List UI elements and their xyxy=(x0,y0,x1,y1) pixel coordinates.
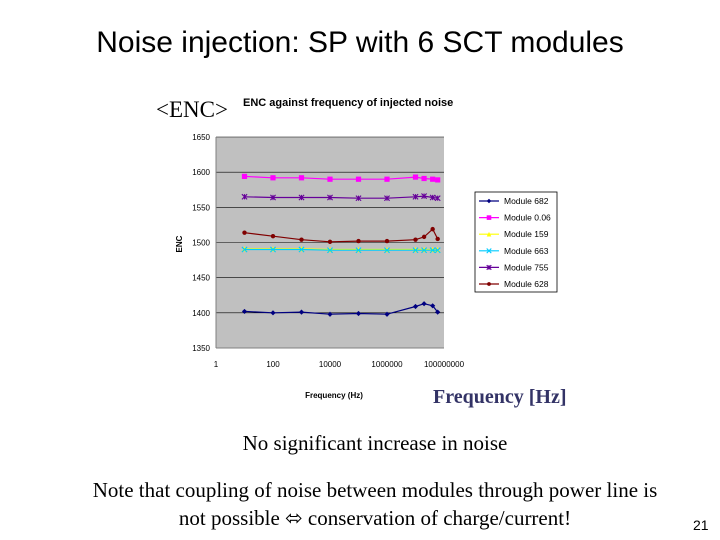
data-point xyxy=(486,198,492,204)
y-tick-label: 1650 xyxy=(192,133,210,142)
data-point xyxy=(384,247,390,254)
data-point xyxy=(486,264,492,271)
coupling-note-line1: Note that coupling of noise between modu… xyxy=(92,478,658,502)
data-point xyxy=(384,195,390,202)
data-point xyxy=(384,238,390,244)
data-point xyxy=(242,230,247,235)
data-point xyxy=(299,237,304,242)
data-point xyxy=(270,246,276,253)
page-number: 21 xyxy=(693,517,709,533)
legend-label: Module 159 xyxy=(504,229,549,239)
data-point xyxy=(435,309,441,315)
series-line xyxy=(244,303,439,315)
data-point xyxy=(430,226,435,232)
data-point xyxy=(430,176,436,182)
data-point xyxy=(434,247,441,254)
data-point xyxy=(429,194,436,201)
x-tick-label: 1 xyxy=(214,360,219,369)
x-axis-title: Frequency (Hz) xyxy=(305,391,363,400)
legend-label: Module 0.06 xyxy=(504,213,551,223)
y-tick-label: 1500 xyxy=(192,239,210,248)
data-point xyxy=(434,195,441,202)
data-point xyxy=(412,247,419,254)
data-point xyxy=(355,310,362,317)
data-point xyxy=(486,215,492,220)
legend-label: Module 663 xyxy=(504,246,549,256)
data-point xyxy=(241,308,248,315)
data-point xyxy=(487,282,491,286)
data-point xyxy=(327,239,333,244)
data-point xyxy=(429,247,436,254)
data-point xyxy=(435,177,441,183)
x-tick-label: 10000 xyxy=(319,360,342,369)
data-point xyxy=(241,193,248,200)
data-point xyxy=(327,247,333,254)
series-line xyxy=(244,175,438,181)
data-point xyxy=(298,194,305,201)
y-tick-label: 1450 xyxy=(192,274,210,283)
series-line xyxy=(244,248,438,251)
x-tick-label: 100000000 xyxy=(424,360,465,369)
data-point xyxy=(421,193,428,200)
data-point xyxy=(412,303,419,310)
x-tick-label: 100 xyxy=(266,360,280,369)
data-point xyxy=(384,176,390,182)
data-point xyxy=(421,175,427,182)
data-point xyxy=(298,246,305,253)
series-line xyxy=(244,228,439,243)
chart-title: ENC against frequency of injected noise xyxy=(243,97,453,109)
data-point xyxy=(270,233,276,239)
data-point xyxy=(421,234,427,240)
frequency-axis-label: Frequency [Hz] xyxy=(433,386,567,408)
y-tick-label: 1550 xyxy=(192,203,210,212)
y-axis-title: ENC xyxy=(175,235,184,252)
noise-conclusion: No significant increase in noise xyxy=(242,431,508,455)
data-point xyxy=(270,310,276,316)
y-tick-label: 1400 xyxy=(192,309,210,318)
data-point xyxy=(421,301,427,307)
data-point xyxy=(486,231,492,237)
data-point xyxy=(435,236,440,242)
coupling-note-line2: not possible ⬄ conservation of charge/cu… xyxy=(178,506,572,530)
enc-axis-label: <ENC> xyxy=(156,97,228,122)
data-point xyxy=(327,194,333,201)
series-line xyxy=(244,248,438,251)
series-line xyxy=(244,195,438,199)
data-point xyxy=(356,238,361,244)
data-point xyxy=(241,246,248,253)
y-tick-label: 1600 xyxy=(192,168,210,177)
data-point xyxy=(298,175,305,181)
data-point xyxy=(355,247,362,254)
data-point xyxy=(241,173,248,179)
legend-label: Module 628 xyxy=(504,279,549,289)
slide-title: Noise injection: SP with 6 SCT modules xyxy=(96,26,624,59)
data-point xyxy=(355,176,362,182)
data-point xyxy=(413,237,418,242)
data-point xyxy=(327,176,333,182)
y-tick-label: 1350 xyxy=(192,344,210,353)
data-point xyxy=(270,175,276,181)
data-point xyxy=(355,195,362,202)
data-point xyxy=(384,311,390,317)
data-point xyxy=(430,303,436,309)
data-point xyxy=(270,194,276,201)
data-point xyxy=(327,311,333,317)
legend-box xyxy=(474,191,558,293)
data-point xyxy=(412,174,419,180)
legend-label: Module 755 xyxy=(504,262,549,272)
data-point xyxy=(412,193,419,200)
data-point xyxy=(486,248,492,254)
legend-label: Module 682 xyxy=(504,196,549,206)
x-tick-label: 1000000 xyxy=(371,360,403,369)
data-point xyxy=(421,247,428,254)
coupling-note: Note that coupling of noise between modu… xyxy=(0,476,720,532)
data-point xyxy=(298,309,305,315)
